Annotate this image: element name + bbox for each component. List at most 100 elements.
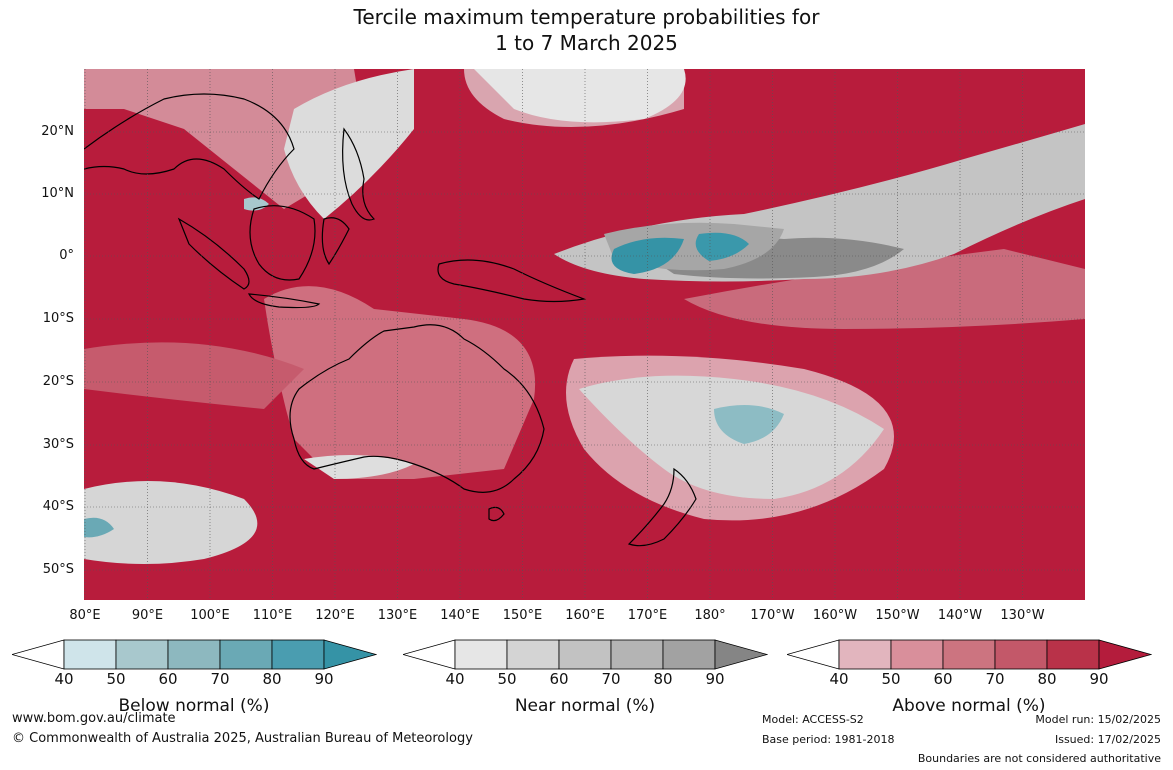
longitude-label: 170°E xyxy=(627,608,668,623)
coastline-philippines xyxy=(342,127,376,221)
colorbar-segment xyxy=(454,639,508,670)
region-below-normal-borneo xyxy=(244,197,269,211)
colorbar-high-extension xyxy=(714,639,768,670)
coastline-new-zealand xyxy=(627,467,697,547)
base-period: Base period: 1981-2018 xyxy=(762,733,895,746)
colorbar xyxy=(12,639,377,670)
region-below-normal-core-2 xyxy=(695,232,749,261)
coastline-sulawesi xyxy=(321,217,350,266)
latitude-label: 10°N xyxy=(41,186,74,201)
latitude-label: 40°S xyxy=(42,499,74,514)
longitude-label: 130°W xyxy=(1000,608,1045,623)
title-line-1: Tercile maximum temperature probabilitie… xyxy=(353,5,820,29)
longitude-label: 150°E xyxy=(502,608,543,623)
colorbar-segment xyxy=(838,639,892,670)
longitude-label: 90°E xyxy=(131,608,164,623)
longitude-label: 100°E xyxy=(190,608,230,623)
region-below-normal-south-pacific xyxy=(714,405,784,444)
coastline-australia xyxy=(289,324,545,493)
colorbar-high-extension xyxy=(1098,639,1152,670)
latitude-label: 0° xyxy=(59,248,74,263)
longitude-label: 130°E xyxy=(377,608,418,623)
coastline-new-guinea xyxy=(437,259,587,303)
latitude-label: 10°S xyxy=(42,311,74,326)
colorbar-segment xyxy=(994,639,1048,670)
colorbar-tick-label: 80 xyxy=(653,670,673,688)
colorbar-segment xyxy=(558,639,612,670)
longitude-label: 140°E xyxy=(440,608,480,623)
colorbar-tick-label: 50 xyxy=(497,670,517,688)
longitude-label: 150°W xyxy=(875,608,920,623)
graticule xyxy=(84,69,1085,600)
latitude-label: 20°N xyxy=(41,124,74,139)
colorbar-low-extension xyxy=(403,639,456,670)
colorbar-title: Near normal (%) xyxy=(514,696,656,716)
colorbar-segment xyxy=(890,639,944,670)
colorbar-tick-label: 50 xyxy=(106,670,126,688)
colorbar-segment xyxy=(115,639,169,670)
colorbar xyxy=(787,639,1152,670)
colorbar-tick-label: 90 xyxy=(314,670,334,688)
colorbar-title: Above normal (%) xyxy=(892,696,1046,716)
region-bight-near xyxy=(304,455,414,479)
title-line-2: 1 to 7 March 2025 xyxy=(495,31,678,55)
region-north-pacific-near xyxy=(474,69,686,123)
colorbar-tick-label: 70 xyxy=(985,670,1005,688)
longitude-label: 120°E xyxy=(315,608,355,623)
colorbar-tick-label: 70 xyxy=(601,670,621,688)
colorbar-segment xyxy=(271,639,325,670)
colorbar-tick-label: 80 xyxy=(262,670,282,688)
model-name: Model: ACCESS-S2 xyxy=(762,713,864,726)
coastline-java xyxy=(247,293,321,309)
longitude-label: 110°E xyxy=(252,608,293,623)
region-southern-ocean-near xyxy=(84,481,258,564)
colorbar-tick-label: 90 xyxy=(1089,670,1109,688)
longitude-label: 170°W xyxy=(750,608,795,623)
colorbar-tick-label: 40 xyxy=(445,670,465,688)
colorbar-high-extension xyxy=(323,639,377,670)
colorbar-tick-label: 60 xyxy=(933,670,953,688)
colorbar-tick-label: 50 xyxy=(881,670,901,688)
colorbar-segment xyxy=(610,639,664,670)
colorbar-segment xyxy=(167,639,221,670)
longitude-label: 160°W xyxy=(812,608,858,623)
colorbar-segment xyxy=(1046,639,1100,670)
probability-map xyxy=(84,69,1085,600)
colorbar-tick-label: 70 xyxy=(210,670,230,688)
latitude-label: 30°S xyxy=(42,437,74,452)
colorbar-segment xyxy=(219,639,273,670)
region-indian-ocean-mid xyxy=(84,342,304,409)
colorbar-low-extension xyxy=(12,639,65,670)
colorbar-tick-label: 90 xyxy=(705,670,725,688)
source-url: www.bom.gov.au/climate xyxy=(12,711,176,726)
map-canvas xyxy=(84,69,1085,600)
coastline-tasmania xyxy=(488,506,505,522)
longitude-label: 160°E xyxy=(565,608,605,623)
region-below-normal-southern-ocean xyxy=(84,517,114,538)
colorbar-segment xyxy=(942,639,996,670)
coastline-sumatra xyxy=(177,217,250,290)
colorbar-tick-label: 60 xyxy=(158,670,178,688)
coastline-borneo xyxy=(249,205,316,281)
coastline-asia xyxy=(84,93,295,200)
colorbar-segment xyxy=(63,639,117,670)
colorbar-tick-label: 40 xyxy=(829,670,849,688)
colorbar-tick-label: 60 xyxy=(549,670,569,688)
longitude-label: 80°E xyxy=(69,608,101,623)
colorbar-segment xyxy=(506,639,560,670)
colorbar-tick-label: 80 xyxy=(1037,670,1057,688)
map-title: Tercile maximum temperature probabilitie… xyxy=(0,4,1173,56)
copyright-notice: © Commonwealth of Australia 2025, Austra… xyxy=(12,731,473,746)
colorbar-segment xyxy=(662,639,716,670)
region-australia-mid xyxy=(264,286,536,479)
issued-date: Issued: 17/02/2025 xyxy=(1054,733,1161,746)
boundary-disclaimer: Boundaries are not considered authoritat… xyxy=(917,752,1161,765)
longitude-label: 180° xyxy=(694,608,726,623)
model-run-date: Model run: 15/02/2025 xyxy=(1035,713,1161,726)
colorbar xyxy=(403,639,768,670)
region-pacific-mid xyxy=(684,249,1085,329)
colorbar-low-extension xyxy=(787,639,840,670)
latitude-label: 50°S xyxy=(42,562,74,577)
colorbar-title: Below normal (%) xyxy=(118,696,270,716)
latitude-label: 20°S xyxy=(42,374,74,389)
